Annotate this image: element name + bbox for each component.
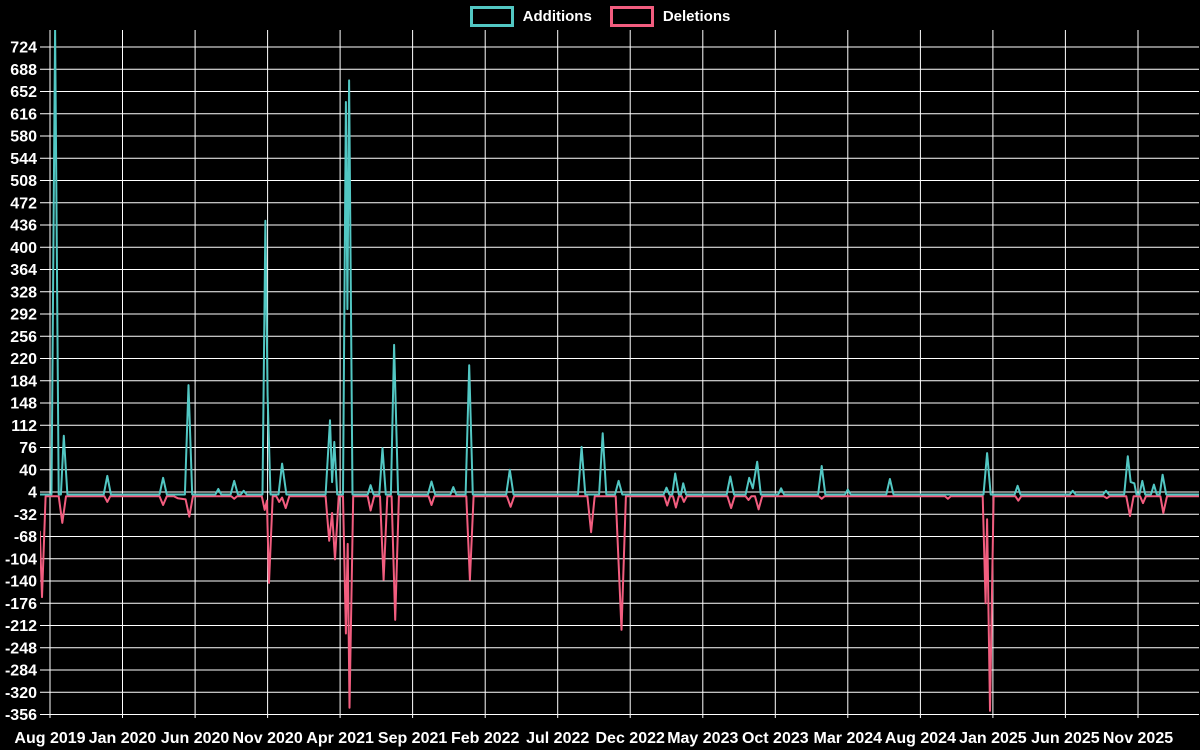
svg-text:-248: -248 <box>5 640 37 657</box>
svg-text:-356: -356 <box>5 707 37 724</box>
svg-text:-176: -176 <box>5 596 37 613</box>
svg-text:Aug 2024: Aug 2024 <box>885 730 956 747</box>
svg-text:-320: -320 <box>5 685 37 702</box>
svg-text:Jun 2025: Jun 2025 <box>1031 730 1100 747</box>
svg-text:Jun 2020: Jun 2020 <box>161 730 230 747</box>
svg-text:Apr 2021: Apr 2021 <box>306 730 374 747</box>
svg-text:112: 112 <box>11 418 37 435</box>
svg-text:Feb 2022: Feb 2022 <box>451 730 520 747</box>
svg-text:-212: -212 <box>5 618 37 635</box>
legend-item-deletions[interactable]: Deletions <box>609 6 731 27</box>
svg-text:-68: -68 <box>14 529 37 546</box>
svg-text:364: 364 <box>10 262 37 279</box>
svg-text:508: 508 <box>10 173 37 190</box>
y-axis-labels: -356 -320 -284 -248 -212 -176 -140 -104 -68 -32 4 4… <box>5 40 37 725</box>
svg-text:76: 76 <box>19 440 37 457</box>
svg-text:400: 400 <box>10 240 37 257</box>
svg-text:652: 652 <box>10 84 37 101</box>
deletions-swatch-icon <box>609 6 654 27</box>
svg-text:292: 292 <box>10 307 37 324</box>
svg-text:Jan 2020: Jan 2020 <box>89 730 157 747</box>
svg-text:436: 436 <box>10 218 37 235</box>
svg-text:Jul 2022: Jul 2022 <box>526 730 589 747</box>
svg-text:Jan 2025: Jan 2025 <box>959 730 1027 747</box>
svg-text:-104: -104 <box>5 551 37 568</box>
svg-text:Sep 2021: Sep 2021 <box>378 730 447 747</box>
series-deletions-line <box>40 495 1199 712</box>
svg-text:Nov 2020: Nov 2020 <box>232 730 302 747</box>
svg-text:688: 688 <box>10 62 37 79</box>
svg-text:616: 616 <box>10 106 37 123</box>
svg-text:472: 472 <box>10 195 37 212</box>
svg-text:4: 4 <box>28 485 37 502</box>
svg-text:220: 220 <box>10 351 37 368</box>
svg-text:Nov 2025: Nov 2025 <box>1103 730 1173 747</box>
svg-text:Aug 2019: Aug 2019 <box>14 730 85 747</box>
svg-text:Oct 2023: Oct 2023 <box>742 730 809 747</box>
svg-text:May 2023: May 2023 <box>667 730 738 747</box>
additions-swatch-icon <box>469 6 514 27</box>
svg-text:-284: -284 <box>5 663 37 680</box>
svg-text:148: 148 <box>10 396 37 413</box>
series-additions-line <box>40 30 1199 496</box>
svg-text:544: 544 <box>10 151 37 168</box>
svg-text:40: 40 <box>19 462 37 479</box>
gridlines <box>40 30 1199 718</box>
svg-text:328: 328 <box>10 284 37 301</box>
legend-item-additions[interactable]: Additions <box>469 6 592 27</box>
svg-text:Mar 2024: Mar 2024 <box>814 730 883 747</box>
svg-text:256: 256 <box>10 329 37 346</box>
legend-label-deletions: Deletions <box>662 8 731 25</box>
x-axis-labels: Aug 2019 Jan 2020 Jun 2020 Nov 2020 Apr 2021… <box>14 730 1173 747</box>
svg-text:580: 580 <box>10 129 37 146</box>
data-series <box>40 30 1199 712</box>
svg-text:184: 184 <box>10 373 37 390</box>
svg-text:724: 724 <box>10 40 37 57</box>
chart-legend: Additions Deletions <box>0 6 1200 27</box>
svg-text:-32: -32 <box>14 507 37 524</box>
svg-text:Dec 2022: Dec 2022 <box>596 730 665 747</box>
legend-label-additions: Additions <box>522 8 592 25</box>
svg-text:-140: -140 <box>5 574 37 591</box>
